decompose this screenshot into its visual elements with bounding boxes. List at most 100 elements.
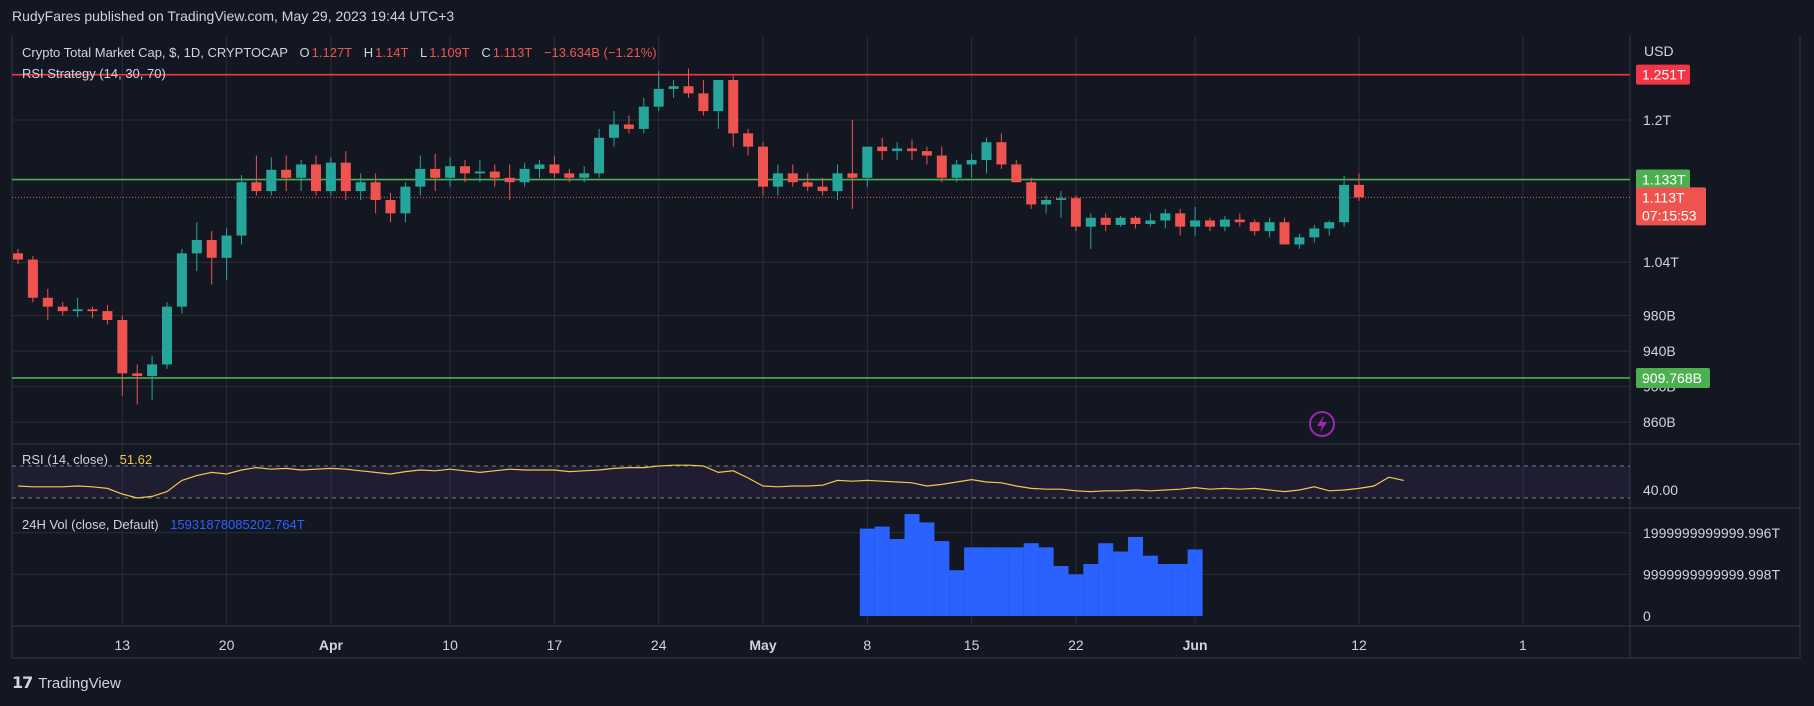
candle-body [57,306,68,312]
candle [787,164,798,187]
candle [1205,217,1215,232]
candle-body [191,240,202,254]
level-tag: 909.768B [1636,367,1710,388]
candle-body [728,80,739,134]
candle [877,137,888,160]
candle [1354,173,1364,201]
candle-body [802,182,813,187]
candle [623,115,634,134]
candle-body [758,146,768,187]
candle [281,155,292,192]
candle-body [638,106,649,129]
rsi-legend[interactable]: RSI (14, close) 51.62 [22,452,154,467]
candle [42,288,53,320]
candle-body [87,309,98,312]
candle-body [147,364,158,376]
volume-bar [1038,547,1054,616]
candle [489,164,500,187]
candle-body [1026,182,1037,205]
grid [12,36,1630,625]
candle-body [877,146,888,152]
candle-body [206,240,217,258]
candle [27,256,38,303]
currency-label: USD [1644,43,1674,59]
low-label: L [420,45,428,60]
candle [921,146,932,165]
candle-body [921,151,932,156]
candle-body [966,160,977,165]
last-price-tag-text: 1.113T [1642,189,1685,205]
candle-body [13,253,23,260]
candle [698,80,709,116]
candle [445,157,456,187]
price-tick: 1.04T [1643,254,1679,270]
candle [936,146,947,183]
alert-icon[interactable] [1309,411,1335,437]
candle [847,120,858,209]
candle [1219,216,1230,232]
candle-body [296,164,307,178]
candle [1324,220,1335,236]
candle-body [936,155,947,178]
candle-body [1294,237,1305,245]
candle [1011,160,1022,183]
candle-body [1339,184,1350,223]
rsi-label: RSI (14, close) [22,452,108,467]
candle [474,160,485,183]
candle [653,71,664,112]
open-label: O [299,45,310,60]
candle-body [489,171,500,178]
candle-body [713,80,724,112]
candle-body [862,146,873,178]
level-tag-bg [1636,169,1690,190]
candle-body [1145,220,1156,224]
candle-body [236,182,247,236]
strategy-legend[interactable]: RSI Strategy (14, 30, 70) [22,66,166,81]
candle [1294,233,1305,249]
footer-brand[interactable]: 𝟭𝟳 TradingView [12,673,121,693]
last-price-tag-countdown: 07:15:53 [1642,207,1697,223]
candle-body [564,173,575,178]
candle [266,157,277,196]
volume-bar [859,528,875,616]
candle [370,173,381,214]
candle [296,160,307,192]
volume-label: 24H Vol (close, Default) [22,517,159,532]
volume-bar [889,539,905,616]
candle-body [623,124,634,129]
high-value: 1.14T [375,45,409,60]
candles [13,68,1364,405]
level-tag-text: 1.251T [1642,67,1686,83]
candle [221,228,232,280]
symbol-name[interactable]: Crypto Total Market Cap, $, 1D, CRYPTOCA… [22,45,288,60]
candle [534,160,545,178]
candle-body [132,373,143,376]
candle [951,160,962,183]
candle [132,364,143,405]
candle [892,142,903,160]
candle [147,355,158,400]
candle [1041,195,1052,214]
candle [817,177,828,196]
candle [1279,217,1290,245]
price-tick: 860B [1643,414,1676,430]
candle [832,164,843,200]
volume-tick: 9999999999999.998T [1643,566,1780,582]
candle [1190,207,1201,236]
volume-bar [1023,543,1039,616]
candle [638,97,649,134]
candle [564,168,575,183]
candle [385,192,396,223]
candle-body [1175,213,1186,227]
volume-bar [934,541,950,616]
volume-legend[interactable]: 24H Vol (close, Default) 15931878085202.… [22,517,307,532]
close-label: C [481,45,491,60]
candle [87,306,98,319]
candle-body [1011,164,1022,183]
candle [1309,224,1320,243]
volume-bar [1098,543,1114,616]
candle [1026,177,1037,209]
candle-body [743,133,754,147]
candle-body [430,168,441,178]
